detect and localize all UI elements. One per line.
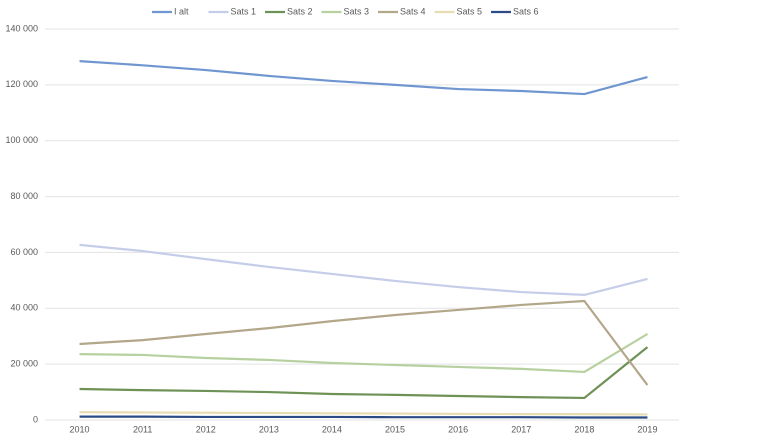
x-tick-label: 2016 — [448, 424, 468, 434]
legend-label: Sats 4 — [400, 6, 426, 16]
legend-label: Sats 3 — [344, 6, 370, 16]
legend-label: Sats 5 — [457, 6, 483, 16]
y-tick-label: 140 000 — [5, 23, 38, 33]
x-tick-label: 2010 — [70, 424, 90, 434]
series-line — [79, 415, 648, 419]
x-tick-label: 2017 — [511, 424, 531, 434]
x-tick-label: 2012 — [196, 424, 216, 434]
series-line — [79, 243, 648, 296]
x-tick-label: 2014 — [322, 424, 342, 434]
y-tick-label: 60 000 — [10, 247, 38, 257]
y-tick-label: 40 000 — [10, 303, 38, 313]
x-tick-label: 2015 — [385, 424, 405, 434]
series-line — [79, 60, 648, 96]
y-tick-label: 100 000 — [5, 135, 38, 145]
x-tick-label: 2013 — [259, 424, 279, 434]
series-line — [79, 333, 649, 374]
legend-label: Sats 6 — [513, 6, 539, 16]
x-tick-label: 2018 — [574, 424, 594, 434]
x-tick-label: 2011 — [133, 424, 152, 434]
x-tick-label: 2019 — [637, 424, 657, 434]
y-tick-label: 0 — [33, 414, 38, 424]
series-line — [79, 346, 649, 400]
legend-label: I alt — [174, 6, 189, 16]
series-line — [79, 299, 649, 386]
series-line — [79, 411, 648, 416]
legend-label: Sats 1 — [231, 6, 257, 16]
y-tick-label: 20 000 — [10, 359, 38, 369]
y-tick-label: 80 000 — [10, 191, 38, 201]
y-tick-label: 120 000 — [5, 79, 38, 89]
legend-label: Sats 2 — [287, 6, 313, 16]
